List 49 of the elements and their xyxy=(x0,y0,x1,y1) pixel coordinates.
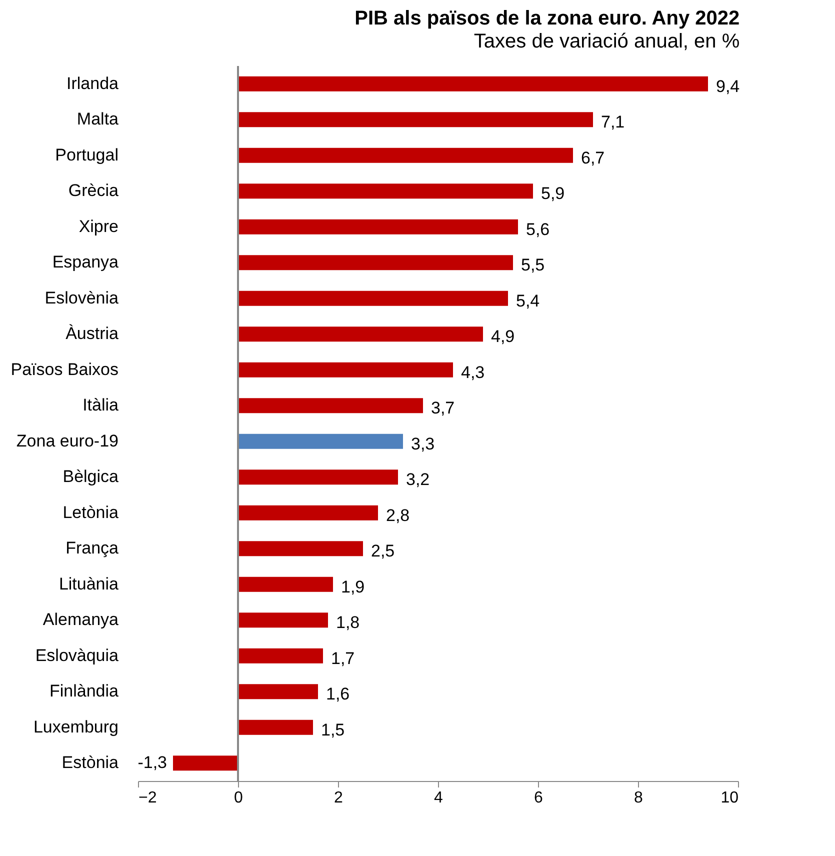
y-tick-label: Bèlgica xyxy=(62,467,120,486)
x-tick-label: 6 xyxy=(534,790,544,806)
data-label: -1,3 xyxy=(138,753,167,772)
data-label: 2,8 xyxy=(386,506,410,525)
x-tick-label: 10 xyxy=(720,790,739,806)
data-label: 5,9 xyxy=(541,184,565,204)
y-tick-label: Eslovàquia xyxy=(35,646,120,665)
y-tick-label: Lituània xyxy=(58,574,120,594)
data-label: 1,9 xyxy=(341,577,365,596)
data-label: 7,1 xyxy=(601,112,625,132)
y-tick-label: Països Baixos xyxy=(10,360,118,379)
data-label: 4,9 xyxy=(491,327,515,346)
data-label: 6,7 xyxy=(581,148,605,168)
data-label: 5,5 xyxy=(521,256,545,275)
y-tick-label: Malta xyxy=(76,110,120,129)
data-label: 5,6 xyxy=(526,220,550,239)
data-label: 5,4 xyxy=(516,291,540,310)
y-tick-label: Eslovènia xyxy=(44,288,120,308)
y-tick-label: Xipre xyxy=(78,216,118,236)
data-label: 3,7 xyxy=(431,398,455,418)
chart-title: PIB als països de la zona euro. Any 2022 xyxy=(354,7,740,30)
y-tick-label: Portugal xyxy=(55,145,118,164)
data-label: 2,5 xyxy=(371,542,395,561)
x-tick-label: 0 xyxy=(234,790,244,806)
y-tick-label: Finlàndia xyxy=(50,682,120,701)
data-label: 1,8 xyxy=(336,613,360,632)
y-tick-label: França xyxy=(66,538,120,558)
x-tick-label: 8 xyxy=(634,790,644,806)
data-label: 1,6 xyxy=(326,684,350,704)
data-label: 9,4 xyxy=(716,76,740,96)
y-tick-label: Itàlia xyxy=(82,396,120,415)
data-label: 3,2 xyxy=(406,470,430,490)
data-label: 3,3 xyxy=(411,434,435,454)
chart-subtitle: Taxes de variació anual, en % xyxy=(474,30,740,52)
y-tick-label: Alemanya xyxy=(42,610,120,630)
y-tick-label: Luxemburg xyxy=(33,717,118,736)
y-tick-label: Espanya xyxy=(52,252,120,272)
y-tick-label: Zona euro-19 xyxy=(16,431,118,450)
y-tick-label: Irlanda xyxy=(66,74,120,93)
x-tick-label: −2 xyxy=(138,790,157,806)
y-tick-label: Grècia xyxy=(68,181,120,200)
x-tick-label: 2 xyxy=(334,790,344,806)
x-tick-label: 4 xyxy=(434,790,444,806)
y-tick-label: Letònia xyxy=(62,502,120,522)
data-label: 4,3 xyxy=(461,362,485,382)
data-label: 1,5 xyxy=(321,720,345,740)
y-tick-label: Estònia xyxy=(62,753,120,772)
y-tick-label: Àustria xyxy=(66,324,120,344)
data-label: 1,7 xyxy=(331,648,355,668)
